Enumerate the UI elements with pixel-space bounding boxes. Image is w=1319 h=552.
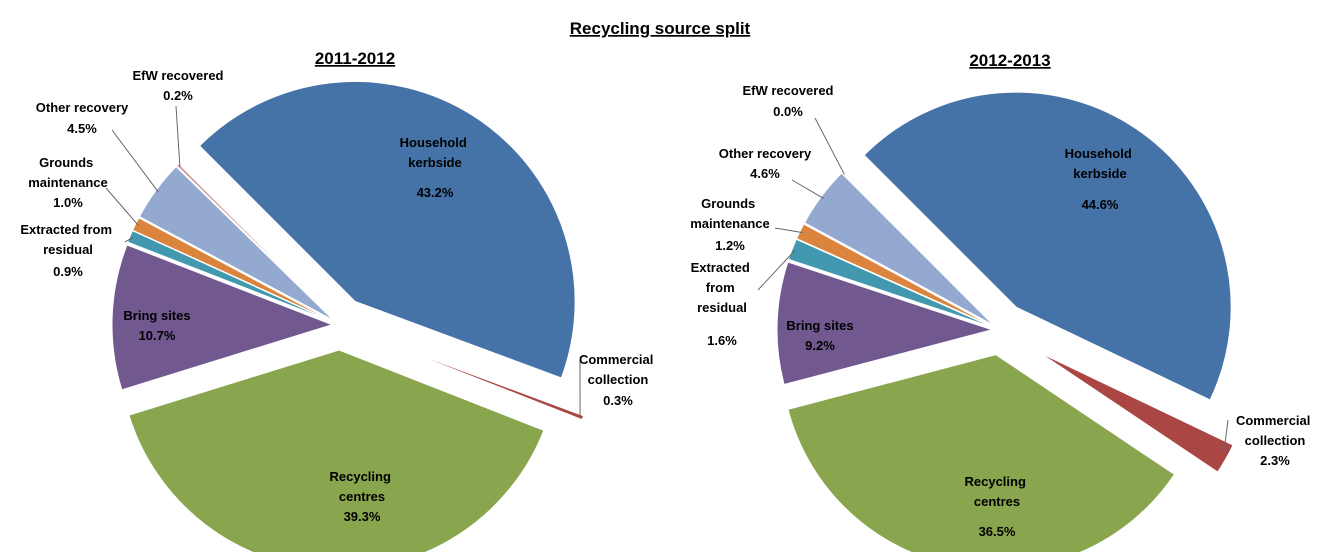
value-label: 44.6% [1082, 197, 1119, 212]
value-label: 10.7% [139, 328, 176, 343]
pie-slice [111, 244, 334, 391]
value-label: 1.0% [53, 195, 83, 210]
leader-line [105, 187, 139, 226]
value-label: 0.2% [163, 88, 193, 103]
pie-slice [776, 261, 994, 386]
leader-line [757, 249, 796, 291]
leader-line [111, 129, 159, 193]
pie-slice [377, 338, 585, 421]
value-label: 2.3% [1260, 453, 1290, 468]
value-label: 43.2% [417, 185, 454, 200]
value-label: 36.5% [979, 524, 1016, 539]
leader-line [814, 117, 845, 175]
value-label: 39.3% [344, 509, 381, 524]
value-label: 1.6% [707, 333, 737, 348]
slice-label: Extracted from residual [20, 222, 115, 257]
slice-label: Recycling centres [964, 474, 1029, 509]
pie-title: 2011-2012 [315, 49, 395, 68]
slice-label: Bring sites [123, 308, 190, 323]
pie-slice [176, 163, 335, 320]
slice-label: Extracted from residual [691, 260, 754, 315]
pie-slice [787, 354, 1176, 552]
slice-label: Household kerbside [1065, 146, 1136, 181]
slice-label: Household kerbside [400, 135, 471, 170]
leader-line [791, 179, 824, 199]
value-label: 0.9% [53, 264, 83, 279]
slice-label: Recycling centres [329, 469, 394, 504]
value-label: 0.0% [773, 104, 803, 119]
pie-title: 2012-2013 [969, 51, 1050, 70]
value-label: 4.6% [750, 166, 780, 181]
leader-line [774, 227, 803, 234]
main-title: Recycling source split [570, 19, 751, 38]
pie-slice [1038, 351, 1234, 473]
value-label: 9.2% [805, 338, 835, 353]
slice-label: Grounds maintenance [28, 155, 107, 190]
value-label: 0.3% [603, 393, 633, 408]
value-label: 1.2% [715, 238, 745, 253]
pie-slice [795, 223, 994, 327]
pie-slice [131, 217, 334, 322]
slice-label: Commercial collection [579, 352, 657, 387]
leader-line [1222, 419, 1229, 458]
pie-slice [198, 80, 576, 379]
slice-label: Other recovery [36, 100, 129, 115]
leader-line [175, 105, 181, 167]
leader-line [124, 237, 133, 243]
pie-slice [863, 91, 1232, 401]
slice-label: Grounds maintenance [690, 196, 769, 231]
slice-label: Commercial collection [1236, 413, 1314, 448]
slice-label: Other recovery [719, 146, 812, 161]
slice-label: EfW recovered [132, 68, 223, 83]
slice-label: EfW recovered [742, 83, 833, 98]
pie-slice [128, 349, 545, 552]
slice-label: Bring sites [786, 318, 853, 333]
pie-slice [787, 238, 993, 328]
pie-slice [138, 165, 334, 321]
value-label: 4.5% [67, 121, 97, 136]
